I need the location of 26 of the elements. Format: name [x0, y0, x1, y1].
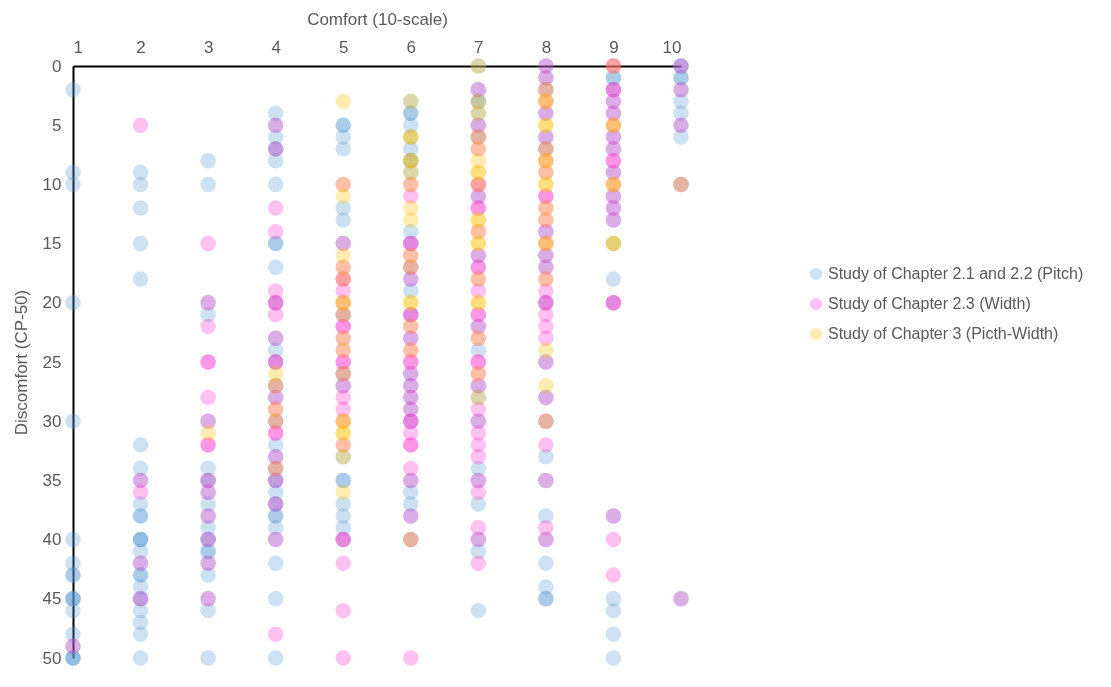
y-tick-label: 40: [42, 530, 62, 550]
y-axis-title: Discomfort (CP-50): [11, 289, 31, 436]
y-tick-label: 25: [42, 352, 62, 372]
x-tick-label: 9: [609, 37, 619, 57]
y-tick-label: 10: [42, 174, 62, 194]
y-tick-label: 0: [52, 56, 62, 76]
y-tick-label: 30: [42, 411, 62, 431]
x-tick-label: 2: [136, 37, 146, 57]
x-tick-label: 1: [73, 37, 83, 57]
y-tick-label: 5: [52, 115, 62, 135]
legend-label: Study of Chapter 2.3 (Width): [828, 295, 1031, 312]
x-tick-label: 4: [271, 37, 281, 57]
x-tick-label: 6: [406, 37, 417, 57]
x-tick-label: 7: [474, 37, 484, 57]
y-tick-label: 15: [42, 234, 62, 254]
x-tick-label: 5: [338, 37, 349, 57]
x-tick-label: 8: [541, 37, 552, 57]
y-tick-label: 45: [42, 589, 62, 609]
legend-label: Study of Chapter 3 (Picth-Width): [828, 325, 1059, 342]
x-tick-label: 3: [203, 37, 214, 57]
y-tick-label: 35: [42, 470, 62, 490]
legend-label: Study of Chapter 2.1 and 2.2 (Pitch): [828, 265, 1084, 282]
x-tick-label: 10: [662, 37, 682, 57]
x-axis-title: Comfort (10-scale): [307, 9, 448, 29]
y-tick-label: 20: [42, 293, 62, 313]
y-tick-label: 50: [42, 648, 62, 668]
